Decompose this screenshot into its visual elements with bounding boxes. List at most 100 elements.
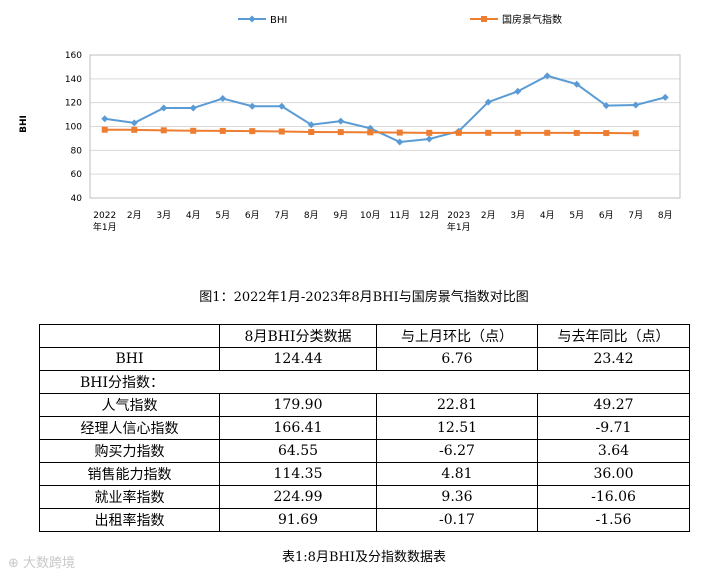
table-cell: -16.06 (537, 485, 690, 509)
table-cell: 23.42 (537, 347, 690, 371)
data-point (632, 101, 640, 109)
table-cell: 114.35 (219, 462, 377, 486)
table-cell: 166.41 (219, 416, 377, 440)
legend-label: 国房景气指数 (502, 13, 562, 26)
table-cell: 经理人信心指数 (39, 416, 220, 440)
x-tick-label: 6月 (245, 210, 260, 221)
data-point (337, 129, 344, 136)
table-cell: 9.36 (376, 485, 538, 509)
data-point (544, 129, 551, 136)
table-cell: 224.99 (219, 485, 377, 509)
y-axis-label: BHI (19, 115, 29, 133)
data-point (396, 129, 403, 136)
data-point (337, 117, 345, 125)
bhi-data-table: 8月BHI分类数据 与上月环比（点） 与去年同比（点） BHI 124.44 6.76 23… (39, 324, 690, 532)
x-tick-label: 4月 (540, 210, 555, 221)
table-cell: -0.17 (376, 508, 538, 532)
table-cell: 就业率指数 (39, 485, 220, 509)
data-point (484, 98, 492, 106)
table-row: 出租率指数 91.69 -0.17 -1.56 (39, 508, 690, 532)
data-point (661, 93, 669, 101)
data-point (131, 126, 138, 133)
data-point (602, 102, 610, 110)
data-point (278, 128, 285, 135)
table-subheading-row: BHI分指数： (39, 370, 690, 394)
data-point (455, 129, 462, 136)
table-cell: 出租率指数 (39, 508, 220, 532)
x-tick-label: 8月 (304, 210, 319, 221)
table-cell: 179.90 (219, 393, 377, 417)
data-point (603, 130, 610, 137)
table-cell: 22.81 (376, 393, 538, 417)
data-point (543, 72, 551, 80)
table-subheading: BHI分指数： (39, 370, 690, 394)
x-tick-label: 7月 (274, 210, 289, 221)
x-tick-label: 6月 (599, 210, 614, 221)
chart-gridlines (90, 78, 680, 175)
x-tick-label: 8月 (658, 210, 673, 221)
x-tick-label: 10月 (360, 210, 380, 221)
data-point (425, 135, 433, 143)
table-row: 就业率指数 224.99 9.36 -16.06 (39, 485, 690, 509)
data-point (219, 94, 227, 102)
x-tick-label: 年1月 (447, 221, 471, 233)
table-cell: BHI (39, 347, 220, 371)
plot-area-border (89, 54, 681, 199)
chart-legend: BHI 国房景气指数 (238, 13, 562, 26)
table-cell: 64.55 (219, 439, 377, 463)
data-point (101, 115, 109, 123)
watermark-logo: ⊕ 大数跨境 (8, 556, 76, 571)
data-point (426, 129, 433, 136)
x-tick-label: 年1月 (93, 221, 117, 233)
legend-marker (481, 16, 487, 22)
data-point (396, 138, 404, 146)
chart-series (101, 72, 669, 146)
table-cell: 36.00 (537, 462, 690, 486)
table-cell: 8月BHI分类数据 (219, 324, 377, 348)
data-point (160, 104, 168, 112)
table-row: 人气指数 179.90 22.81 49.27 (39, 393, 690, 417)
x-tick-label: 9月 (333, 210, 348, 221)
series-line-0 (104, 74, 666, 144)
table-cell: 12.51 (376, 416, 538, 440)
y-axis-ticks: 40 60 80 100 120 140 160 (65, 51, 82, 204)
table-cell (39, 324, 220, 348)
x-tick-label: 11月 (390, 210, 410, 221)
table-cell: 4.81 (376, 462, 538, 486)
data-point (189, 104, 197, 112)
y-tick-label: 100 (65, 123, 82, 133)
table-cell: 49.27 (537, 393, 690, 417)
x-tick-label: 4月 (186, 210, 201, 221)
y-tick-label: 140 (65, 75, 82, 85)
data-point (514, 129, 521, 136)
x-tick-label: 2月 (481, 210, 496, 221)
x-tick-label: 5月 (569, 210, 584, 221)
data-point (101, 126, 108, 133)
y-tick-label: 120 (65, 99, 82, 109)
table-cell: -1.56 (537, 508, 690, 532)
watermark-text: 大数跨境 (23, 556, 76, 571)
table-cell: 91.69 (219, 508, 377, 532)
table-cell: 124.44 (219, 347, 377, 371)
table-cell: 6.76 (376, 347, 538, 371)
data-point (485, 129, 492, 136)
table-cell: 与上月环比（点） (376, 324, 538, 348)
data-point (573, 80, 581, 88)
y-tick-label: 160 (65, 51, 82, 61)
table-caption: 表1:8月BHI及分指数数据表 (282, 550, 446, 565)
table-cell: 3.64 (537, 439, 690, 463)
x-tick-label: 5月 (215, 210, 230, 221)
table-cell: 与去年同比（点） (537, 324, 690, 348)
data-point (573, 129, 580, 136)
data-point (307, 121, 315, 129)
legend-marker (248, 15, 256, 23)
table-cell: -9.71 (537, 416, 690, 440)
table-row: 经理人信心指数 166.41 12.51 -9.71 (39, 416, 690, 440)
data-point (308, 128, 315, 135)
x-tick-label: 2022 (93, 211, 116, 221)
data-point (367, 129, 374, 136)
data-point (249, 128, 256, 135)
legend-label: BHI (270, 15, 287, 26)
